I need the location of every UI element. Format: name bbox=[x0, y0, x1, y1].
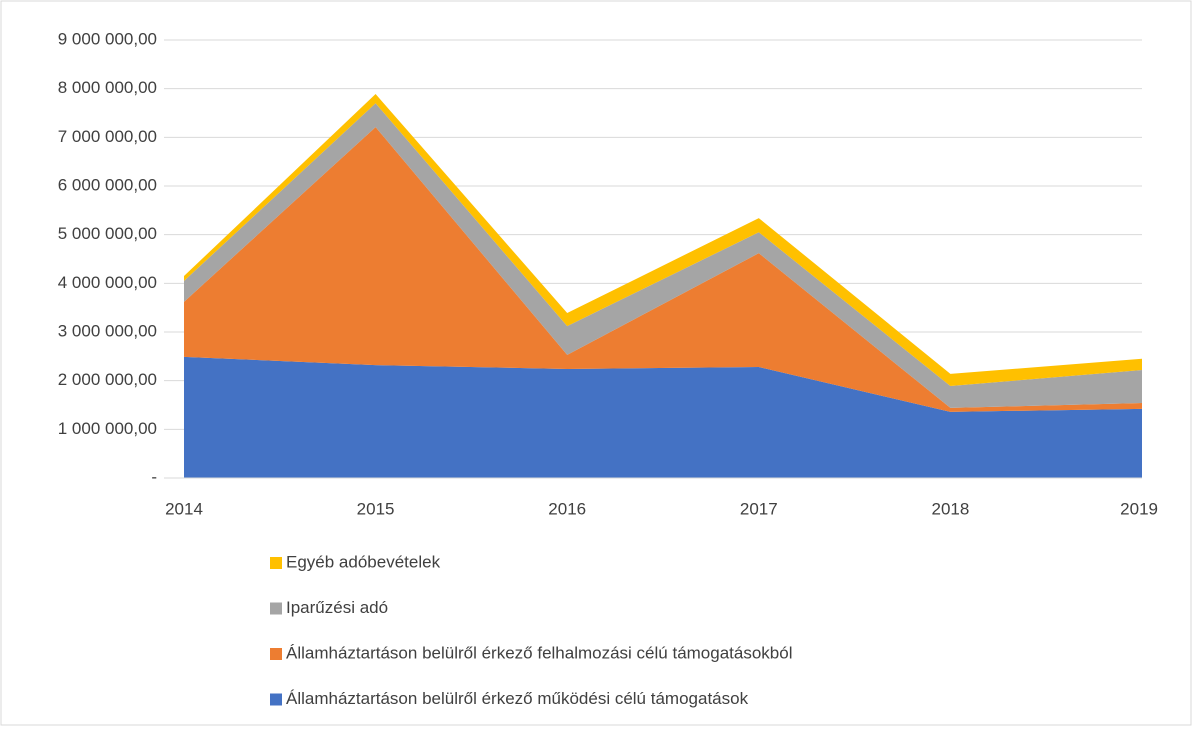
x-tick-label: 2018 bbox=[931, 499, 969, 518]
y-tick-label: 7 000 000,00 bbox=[58, 127, 157, 146]
y-tick-label: 2 000 000,00 bbox=[58, 370, 157, 389]
y-tick-label: 3 000 000,00 bbox=[58, 321, 157, 340]
y-tick-label: 8 000 000,00 bbox=[58, 78, 157, 97]
legend-swatch bbox=[270, 557, 282, 569]
area bbox=[184, 356, 1142, 478]
y-tick-label: 9 000 000,00 bbox=[58, 29, 157, 48]
area bbox=[184, 127, 1142, 412]
area bbox=[184, 103, 1142, 408]
legend-label: Államháztartáson belülről érkező működés… bbox=[286, 689, 749, 708]
legend-label: Egyéb adóbevételek bbox=[286, 552, 441, 571]
legend-label: Államháztartáson belülről érkező felhalm… bbox=[286, 643, 793, 662]
x-tick-label: 2015 bbox=[357, 499, 395, 518]
legend-swatch bbox=[270, 602, 282, 615]
y-tick-label: 1 000 000,00 bbox=[58, 419, 157, 438]
x-tick-label: 2014 bbox=[165, 499, 203, 518]
y-tick-label: 4 000 000,00 bbox=[58, 273, 157, 292]
legend-label: Iparűzési adó bbox=[286, 598, 388, 617]
x-tick-label: 2016 bbox=[548, 499, 586, 518]
y-tick-label: - bbox=[151, 467, 157, 486]
y-tick-label: 5 000 000,00 bbox=[58, 224, 157, 243]
legend-swatch bbox=[270, 648, 282, 660]
x-tick-label: 2017 bbox=[740, 499, 778, 518]
y-tick-label: 6 000 000,00 bbox=[58, 175, 157, 194]
x-tick-label: 2019 bbox=[1120, 499, 1158, 518]
legend-swatch bbox=[270, 693, 282, 706]
